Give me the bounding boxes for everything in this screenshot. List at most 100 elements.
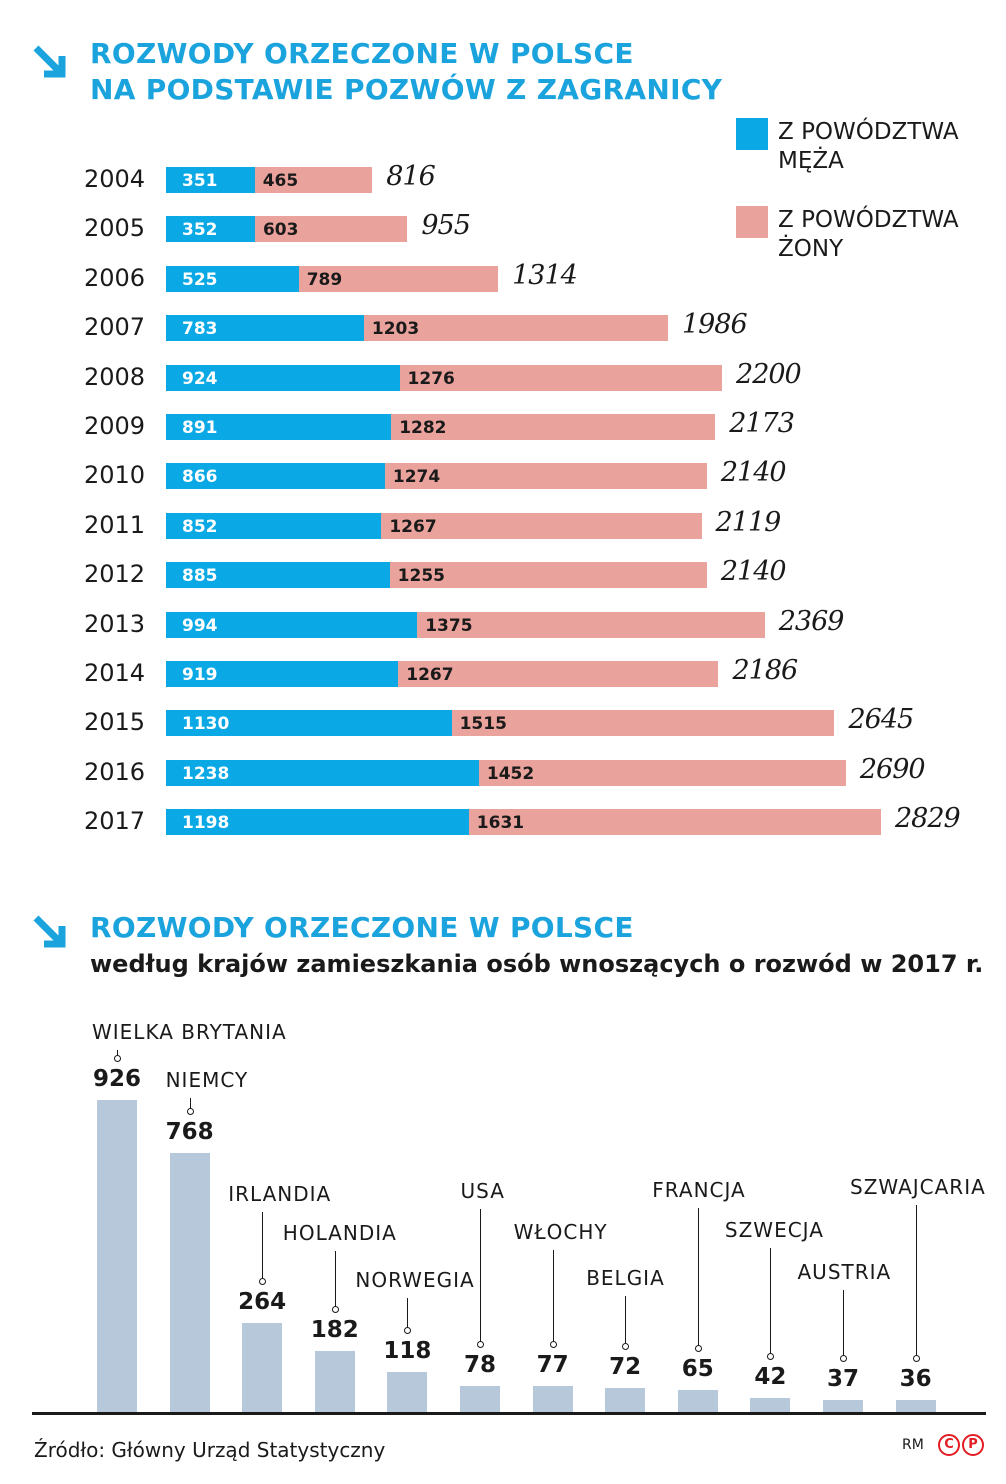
year-label-2011: 2011 <box>84 510 146 539</box>
country-label-belgia: BELGIA <box>586 1266 665 1290</box>
year-label-2006: 2006 <box>84 263 146 292</box>
leader-dot <box>186 1108 194 1116</box>
total-2015: 2645 <box>848 704 914 736</box>
leader-line <box>915 1205 917 1356</box>
year-label-2017: 2017 <box>84 807 146 836</box>
leader-line <box>189 1098 191 1110</box>
column-value-szwecja: 42 <box>754 1363 787 1390</box>
country-label-szwecja: SZWECJA <box>724 1218 824 1242</box>
bar-husband-2015 <box>166 710 452 737</box>
country-label-włochy: WŁOCHY <box>513 1220 608 1244</box>
value-wife-2008: 1276 <box>407 368 455 389</box>
chart2-subtitle: według krajów zamieszkania osób wnoszący… <box>90 950 984 978</box>
column-value-francja: 65 <box>681 1356 714 1383</box>
value-husband-2010: 866 <box>182 467 218 488</box>
value-husband-2007: 783 <box>182 319 218 340</box>
column-value-szwajcaria: 36 <box>899 1365 932 1392</box>
leader-line <box>770 1248 772 1354</box>
value-husband-2012: 885 <box>182 566 218 587</box>
year-label-2009: 2009 <box>84 412 146 440</box>
value-husband-2006: 525 <box>182 269 218 290</box>
country-label-wielka-brytania: WIELKA BRYTANIA <box>92 1020 287 1044</box>
bar-husband-2006 <box>166 265 299 292</box>
value-husband-2008: 924 <box>182 368 218 389</box>
bar-husband-2012 <box>166 562 390 589</box>
country-label-francja: FRANCJA <box>652 1178 746 1202</box>
year-label-2008: 2008 <box>84 362 146 391</box>
leader-dot <box>404 1327 412 1335</box>
chart2-title: ROZWODY ORZECZONE W POLSCE <box>90 911 634 944</box>
column-szwajcaria <box>895 1399 936 1412</box>
leader-dot <box>912 1354 920 1362</box>
column-niemcy <box>169 1153 210 1412</box>
column-belgia <box>605 1387 646 1412</box>
bar-husband-2008 <box>166 364 400 391</box>
country-label-niemcy: NIEMCY <box>165 1068 249 1092</box>
value-husband-2013: 994 <box>182 615 218 636</box>
column-wielka-brytania <box>97 1100 137 1412</box>
bar-husband-2005 <box>166 216 255 243</box>
leader-dot <box>259 1278 267 1286</box>
total-2007: 1986 <box>681 309 748 341</box>
year-label-2014: 2014 <box>84 659 146 687</box>
value-wife-2007: 1203 <box>371 319 420 340</box>
leader-line <box>697 1208 699 1347</box>
leader-dot <box>477 1340 484 1348</box>
column-austria <box>823 1399 863 1412</box>
leader-dot <box>840 1354 847 1362</box>
bar-husband-2013 <box>166 611 418 638</box>
bar-wife-2015 <box>451 710 835 737</box>
country-label-irlandia: IRLANDIA <box>228 1182 332 1206</box>
total-2016: 2690 <box>859 753 926 785</box>
bar-wife-2014 <box>398 661 719 687</box>
value-wife-2016: 1452 <box>486 763 535 784</box>
bar-wife-2007 <box>363 315 668 342</box>
legend-label-wife: Z POWÓDZTWA ŻONY <box>778 206 959 264</box>
bar-husband-2011 <box>166 512 382 539</box>
bar-wife-2009 <box>391 414 716 440</box>
column-szwecja <box>750 1397 791 1412</box>
value-wife-2014: 1267 <box>406 665 454 685</box>
bar-wife-2013 <box>417 611 765 638</box>
bar-wife-2004 <box>254 167 373 193</box>
arrow-down-right-icon <box>33 45 66 78</box>
value-wife-2017: 1631 <box>476 813 525 834</box>
column-value-wielka-brytania: 926 <box>92 1066 141 1092</box>
bar-husband-2014 <box>166 661 399 687</box>
chart-baseline <box>32 1412 986 1415</box>
column-francja <box>677 1390 718 1412</box>
value-wife-2010: 1274 <box>392 467 441 488</box>
legend-label-wife-line2: ŻONY <box>778 236 844 262</box>
leader-dot <box>622 1342 630 1350</box>
year-label-2010: 2010 <box>84 461 146 490</box>
leader-line <box>407 1298 409 1329</box>
total-2010: 2140 <box>720 457 787 489</box>
year-label-2015: 2015 <box>84 708 146 737</box>
total-2011: 2119 <box>715 506 782 538</box>
bar-wife-2016 <box>478 759 846 786</box>
value-wife-2013: 1375 <box>425 615 473 636</box>
country-label-szwajcaria: SZWAJCARIA <box>850 1175 986 1199</box>
column-value-irlandia: 264 <box>238 1289 287 1316</box>
bar-husband-2010 <box>166 463 385 490</box>
total-2014: 2186 <box>732 655 798 686</box>
country-label-austria: AUSTRIA <box>797 1260 892 1284</box>
country-label-holandia: HOLANDIA <box>282 1221 397 1245</box>
bar-husband-2007 <box>166 315 364 342</box>
column-value-usa: 78 <box>463 1351 496 1378</box>
value-husband-2004: 351 <box>182 171 218 191</box>
bar-wife-2017 <box>468 809 881 836</box>
total-2006: 1314 <box>512 259 578 291</box>
chart1-title-line2: NA PODSTAWIE POZWÓW Z ZAGRANICY <box>90 73 723 106</box>
chart1-title-line1: ROZWODY ORZECZONE W POLSCE <box>90 37 634 70</box>
bar-wife-2011 <box>381 512 702 539</box>
bar-husband-2004 <box>166 167 255 193</box>
leader-line <box>334 1251 336 1307</box>
leader-dot <box>114 1055 121 1062</box>
leader-line <box>552 1250 554 1343</box>
year-label-2005: 2005 <box>84 214 146 243</box>
year-label-2013: 2013 <box>84 609 146 638</box>
bar-wife-2005 <box>254 216 408 243</box>
legend-swatch-wife <box>736 206 768 238</box>
column-value-niemcy: 768 <box>165 1119 214 1146</box>
